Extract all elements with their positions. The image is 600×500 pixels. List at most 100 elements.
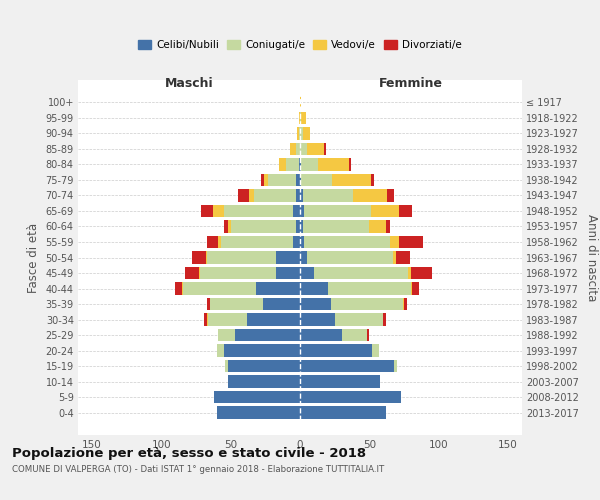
Bar <box>182 282 184 294</box>
Bar <box>228 376 300 388</box>
Bar <box>331 298 403 310</box>
Bar <box>254 189 296 202</box>
Bar <box>303 189 353 202</box>
Bar <box>353 189 388 202</box>
Bar <box>307 142 323 155</box>
Bar <box>256 282 300 294</box>
Bar <box>299 158 300 170</box>
Bar <box>300 344 372 357</box>
Bar <box>411 267 432 279</box>
Bar <box>277 267 300 279</box>
Bar <box>208 314 247 326</box>
Bar <box>228 220 230 232</box>
Bar <box>261 174 264 186</box>
Bar <box>184 282 256 294</box>
Bar <box>371 204 398 217</box>
Bar <box>224 344 300 357</box>
Bar <box>300 236 304 248</box>
Bar <box>393 252 396 264</box>
Bar <box>332 174 371 186</box>
Bar <box>300 391 401 404</box>
Bar <box>394 360 397 372</box>
Bar <box>335 314 383 326</box>
Bar <box>279 158 286 170</box>
Bar <box>408 267 411 279</box>
Bar <box>296 220 300 232</box>
Bar <box>303 127 310 140</box>
Bar <box>214 391 300 404</box>
Bar <box>314 267 408 279</box>
Bar <box>301 158 318 170</box>
Text: Femmine: Femmine <box>379 77 443 90</box>
Bar <box>277 252 300 264</box>
Bar <box>212 204 224 217</box>
Bar <box>264 174 268 186</box>
Bar <box>293 204 300 217</box>
Bar <box>300 360 394 372</box>
Bar <box>301 174 332 186</box>
Bar <box>307 252 393 264</box>
Bar <box>224 204 293 217</box>
Bar <box>207 236 218 248</box>
Bar <box>192 252 206 264</box>
Bar <box>238 189 248 202</box>
Bar <box>371 174 374 186</box>
Bar <box>218 236 221 248</box>
Bar <box>300 329 341 342</box>
Bar <box>398 236 424 248</box>
Bar <box>412 282 419 294</box>
Bar <box>224 220 228 232</box>
Bar <box>341 329 367 342</box>
Bar <box>301 112 305 124</box>
Bar <box>349 158 352 170</box>
Bar <box>228 360 300 372</box>
Bar <box>296 174 300 186</box>
Bar <box>204 314 207 326</box>
Bar <box>217 344 224 357</box>
Bar <box>221 236 293 248</box>
Bar <box>299 112 300 124</box>
Bar <box>396 252 410 264</box>
Bar <box>411 282 412 294</box>
Bar <box>372 344 379 357</box>
Bar <box>390 236 398 248</box>
Bar <box>404 298 407 310</box>
Bar <box>206 252 207 264</box>
Bar <box>202 204 212 217</box>
Bar <box>199 267 200 279</box>
Bar <box>210 298 263 310</box>
Bar <box>367 329 370 342</box>
Bar <box>207 314 208 326</box>
Y-axis label: Fasce di età: Fasce di età <box>27 222 40 292</box>
Bar <box>300 189 303 202</box>
Bar <box>247 314 300 326</box>
Bar <box>296 189 300 202</box>
Bar <box>218 329 235 342</box>
Bar <box>300 267 314 279</box>
Bar <box>318 158 349 170</box>
Bar <box>303 220 370 232</box>
Bar <box>388 189 394 202</box>
Legend: Celibi/Nubili, Coniugati/e, Vedovi/e, Divorziati/e: Celibi/Nubili, Coniugati/e, Vedovi/e, Di… <box>134 36 466 54</box>
Bar <box>403 298 404 310</box>
Bar <box>225 360 228 372</box>
Bar <box>323 142 326 155</box>
Bar <box>300 158 301 170</box>
Bar <box>217 406 300 419</box>
Bar <box>268 174 296 186</box>
Bar <box>207 298 210 310</box>
Bar <box>386 220 390 232</box>
Bar <box>300 174 301 186</box>
Bar <box>383 314 386 326</box>
Bar <box>300 314 335 326</box>
Bar <box>300 220 303 232</box>
Bar <box>300 298 331 310</box>
Bar <box>296 142 300 155</box>
Bar <box>328 282 411 294</box>
Bar <box>300 204 304 217</box>
Bar <box>175 282 182 294</box>
Y-axis label: Anni di nascita: Anni di nascita <box>586 214 598 301</box>
Bar <box>207 252 277 264</box>
Bar <box>300 406 386 419</box>
Bar <box>299 127 300 140</box>
